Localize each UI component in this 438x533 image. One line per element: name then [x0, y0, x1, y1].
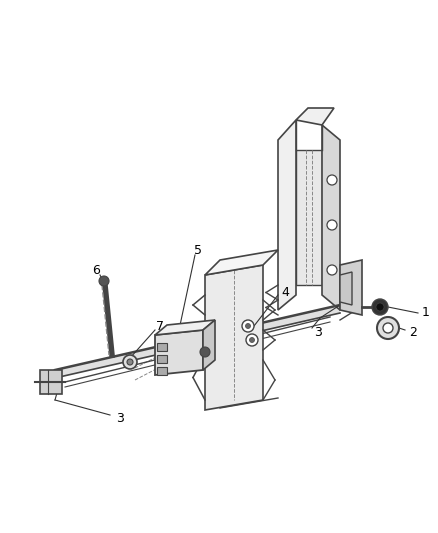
Polygon shape: [40, 370, 62, 394]
Circle shape: [327, 175, 337, 185]
Circle shape: [377, 317, 399, 339]
Text: 4: 4: [281, 286, 289, 298]
Polygon shape: [296, 108, 334, 125]
Bar: [157, 355, 167, 363]
Circle shape: [376, 303, 384, 311]
Circle shape: [250, 337, 254, 343]
Polygon shape: [155, 320, 215, 335]
Text: 7: 7: [156, 319, 164, 333]
Text: 3: 3: [116, 411, 124, 424]
Circle shape: [127, 359, 133, 365]
Circle shape: [123, 355, 137, 369]
Polygon shape: [340, 272, 352, 305]
Circle shape: [242, 320, 254, 332]
Circle shape: [246, 324, 251, 328]
Bar: [157, 343, 167, 351]
Polygon shape: [203, 320, 215, 370]
Polygon shape: [296, 150, 322, 285]
Polygon shape: [55, 305, 340, 378]
Circle shape: [246, 334, 258, 346]
Text: 2: 2: [409, 326, 417, 338]
Polygon shape: [205, 250, 278, 275]
Text: 1: 1: [422, 306, 430, 319]
Text: 6: 6: [92, 263, 100, 277]
Bar: [157, 367, 167, 375]
Polygon shape: [340, 260, 362, 315]
Circle shape: [383, 323, 393, 333]
Polygon shape: [155, 330, 203, 375]
Circle shape: [99, 276, 109, 286]
Text: 5: 5: [194, 244, 202, 256]
Polygon shape: [278, 120, 296, 310]
Circle shape: [327, 220, 337, 230]
Polygon shape: [205, 265, 263, 410]
Text: 3: 3: [314, 327, 322, 340]
Polygon shape: [322, 125, 340, 310]
Circle shape: [372, 299, 388, 315]
Circle shape: [327, 265, 337, 275]
Circle shape: [200, 347, 210, 357]
